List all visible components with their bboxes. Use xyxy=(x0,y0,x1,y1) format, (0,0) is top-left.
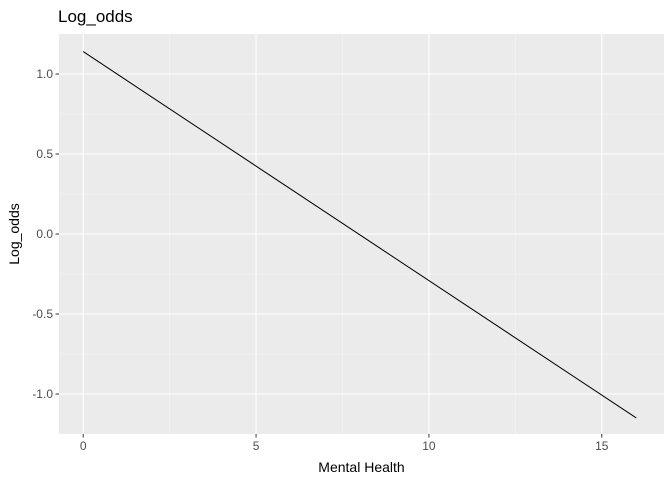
y-tick-label: 0.0 xyxy=(36,227,53,241)
x-tick-label: 0 xyxy=(80,439,87,453)
y-tick-label: -0.5 xyxy=(32,307,53,321)
y-tick-label: 0.5 xyxy=(36,147,53,161)
log-odds-line xyxy=(82,51,637,419)
chart-title: Log_odds xyxy=(58,7,133,26)
y-tick-label: -1.0 xyxy=(32,387,53,401)
y-axis: -1.0 -0.5 0.0 0.5 1.0 xyxy=(32,67,59,401)
x-axis: 0 5 10 15 xyxy=(80,434,609,453)
x-tick-label: 10 xyxy=(422,439,436,453)
y-tick-label: 1.0 xyxy=(36,67,53,81)
major-gridlines xyxy=(59,34,664,434)
y-axis-title: Log_odds xyxy=(6,203,22,265)
x-tick-label: 5 xyxy=(253,439,260,453)
x-tick-label: 15 xyxy=(595,439,609,453)
x-axis-title: Mental Health xyxy=(318,459,404,475)
series-layer xyxy=(82,51,637,419)
